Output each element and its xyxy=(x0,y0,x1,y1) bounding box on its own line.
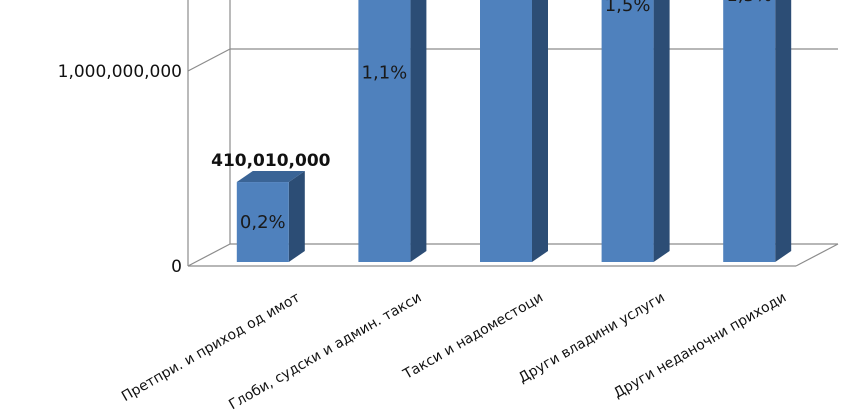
x-tick-label: Глоби, судски и админ. такси xyxy=(226,290,424,414)
bar xyxy=(236,182,289,262)
floor-edge-right xyxy=(795,243,839,267)
bar-value-label: 410,010,000 xyxy=(211,151,331,171)
bar-side xyxy=(775,0,792,262)
y-axis: 01,000,000,0002,000,000,0003,000,000,000… xyxy=(58,62,182,277)
y-tick-label: 0 xyxy=(171,257,182,277)
bar-column xyxy=(480,0,548,263)
bar xyxy=(358,0,411,262)
bar xyxy=(601,0,654,262)
bar-side xyxy=(532,0,548,262)
bar-column xyxy=(358,0,427,262)
bar-side xyxy=(653,0,670,262)
bar-percent-label: 0,2% xyxy=(240,212,286,233)
bar xyxy=(480,0,532,263)
bar-percent-label: 1,1% xyxy=(362,63,408,84)
bar-column xyxy=(723,0,792,262)
bar-column xyxy=(601,0,670,262)
bars xyxy=(236,0,792,263)
y-tick-label: 1,000,000,000 xyxy=(58,62,182,82)
bar-percent-label: 1,5% xyxy=(605,0,651,16)
value-labels: 410,010,0001,943,193,0003,934,188,0002,6… xyxy=(211,151,331,171)
bar-side xyxy=(410,0,427,262)
bar-percent-label: 1,5% xyxy=(726,0,772,6)
gridline-side xyxy=(187,48,231,72)
bar xyxy=(723,0,776,262)
bar-column xyxy=(236,171,305,262)
bar-top xyxy=(236,171,305,183)
percent-labels: 0,2%1,1%2,2%1,5%1,5% xyxy=(240,0,772,233)
gridline-side xyxy=(187,243,231,267)
bar-side xyxy=(288,171,305,262)
